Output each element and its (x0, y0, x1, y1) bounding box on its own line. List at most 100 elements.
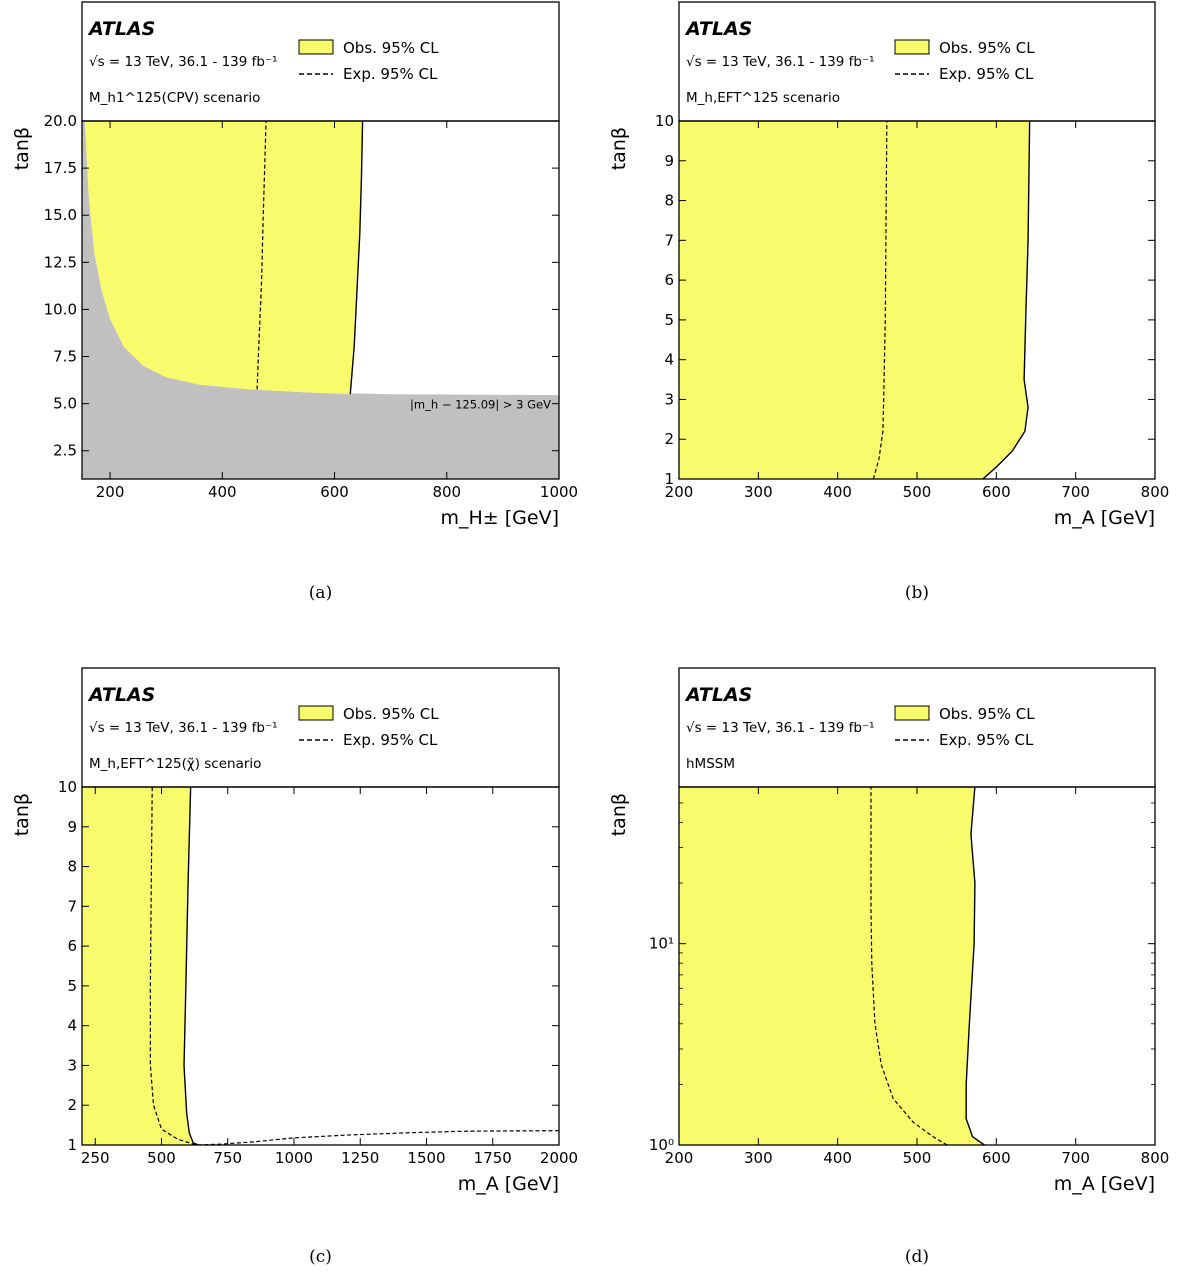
y-tick-label: 1 (664, 470, 674, 488)
observed-limit-line (965, 787, 985, 1145)
x-tick-label: 400 (823, 1149, 852, 1167)
legend-exp-label: Exp. 95% CL (343, 731, 438, 749)
subfigure-label: (c) (309, 1247, 332, 1267)
scenario-label: M_h,EFT^125(χ̃) scenario (89, 756, 261, 772)
x-axis-title: m_A [GeV] (1054, 1173, 1155, 1195)
legend-exp-label: Exp. 95% CL (939, 65, 1034, 83)
x-tick-label: 1000 (540, 483, 578, 501)
legend-obs-label: Obs. 95% CL (939, 39, 1035, 57)
observed-exclusion-area (679, 121, 1030, 479)
subfigure-label: (b) (905, 583, 929, 603)
x-tick-label: 1250 (341, 1149, 379, 1167)
panel-c: 250 500 750 1000 1250 1500 1750 2000 1 2 3 4 5 6 7 8 9 10… (11, 667, 578, 1267)
legend-obs-label: Obs. 95% CL (939, 705, 1035, 723)
y-tick-label: 4 (664, 351, 674, 369)
y-tick-label: 3 (664, 390, 674, 408)
y-tick-label: 10¹ (649, 935, 674, 953)
x-axis-title: m_A [GeV] (1054, 507, 1155, 529)
x-tick-label: 200 (96, 483, 125, 501)
y-tick-label: 5 (664, 311, 674, 329)
y-tick-label: 9 (67, 818, 77, 836)
x-tick-label: 200 (665, 1149, 694, 1167)
y-tick-label: 4 (67, 1017, 77, 1035)
legend-obs-swatch (894, 39, 930, 55)
x-tick-label: 500 (903, 483, 932, 501)
x-tick-label: 2000 (540, 1149, 578, 1167)
energy-luminosity-label: √s = 13 TeV, 36.1 - 139 fb⁻¹ (89, 54, 278, 70)
subfigure-label: (d) (905, 1247, 929, 1267)
x-tick-label: 600 (982, 483, 1011, 501)
y-tick-label: 8 (664, 192, 674, 210)
expected-limit-line (872, 121, 888, 479)
x-tick-label: 1750 (474, 1149, 512, 1167)
y-tick-label: 10.0 (44, 300, 77, 318)
plot-area-b (679, 121, 1031, 479)
x-tick-label: 300 (744, 1149, 773, 1167)
y-tick-label: 2 (664, 430, 674, 448)
panel-a: |m_h − 125.09| > 3 GeV 200 400 600 800 1000 2.… (11, 1, 578, 603)
x-tick-label: 1500 (407, 1149, 445, 1167)
x-tick-label: 1000 (275, 1149, 313, 1167)
y-tick-label: 7 (664, 231, 674, 249)
atlas-label: ATLAS (87, 684, 155, 706)
expected-limit-line (870, 787, 948, 1145)
panel-d: 200 300 400 500 600 700 800 10⁰ 10¹ m_A [GeV] tanβ… (608, 667, 1170, 1267)
x-tick-label: 600 (320, 483, 349, 501)
subfigure-label: (a) (309, 583, 332, 603)
y-tick-label: 5 (67, 977, 77, 995)
y-tick-label: 7 (67, 897, 77, 915)
energy-luminosity-label: √s = 13 TeV, 36.1 - 139 fb⁻¹ (686, 720, 875, 736)
y-tick-label: 7.5 (53, 348, 77, 366)
y-tick-label: 2.5 (53, 442, 77, 460)
energy-luminosity-label: √s = 13 TeV, 36.1 - 139 fb⁻¹ (686, 54, 875, 70)
x-tick-label: 800 (432, 483, 461, 501)
legend-obs-label: Obs. 95% CL (343, 705, 439, 723)
x-tick-label: 200 (665, 483, 694, 501)
y-tick-label: 20.0 (44, 112, 77, 130)
y-tick-label: 9 (664, 152, 674, 170)
plot-area-c (82, 787, 559, 1145)
x-tick-label: 500 (147, 1149, 176, 1167)
y-tick-label: 15.0 (44, 206, 77, 224)
scenario-label: M_h1^125(CPV) scenario (89, 90, 260, 106)
y-tick-label: 10 (58, 778, 77, 796)
header-box (81, 1, 560, 122)
observed-limit-line (183, 787, 199, 1145)
legend-exp-label: Exp. 95% CL (939, 731, 1034, 749)
excluded-mh-region (82, 121, 559, 479)
header-box (81, 667, 560, 788)
mh-annotation: |m_h − 125.09| > 3 GeV (410, 398, 551, 412)
legend-obs-swatch (894, 705, 930, 721)
y-axis-title: tanβ (11, 127, 33, 170)
x-tick-label: 400 (208, 483, 237, 501)
atlas-label: ATLAS (684, 684, 752, 706)
x-tick-label: 500 (903, 1149, 932, 1167)
x-tick-label: 400 (823, 483, 852, 501)
atlas-label: ATLAS (87, 18, 155, 40)
observed-limit-line (349, 121, 364, 395)
expected-limit-line (256, 121, 267, 390)
x-tick-label: 800 (1141, 483, 1170, 501)
y-axis-title: tanβ (608, 127, 630, 170)
x-tick-label: 600 (982, 1149, 1011, 1167)
x-tick-label: 700 (1061, 483, 1090, 501)
x-tick-label: 300 (744, 483, 773, 501)
expected-limit-line (149, 787, 559, 1145)
y-axis-title: tanβ (608, 793, 630, 836)
y-tick-label: 1 (67, 1136, 77, 1154)
y-tick-label: 6 (67, 937, 77, 955)
y-tick-label: 10⁰ (649, 1136, 674, 1154)
x-axis-title: m_A [GeV] (458, 1173, 559, 1195)
observed-exclusion-area (82, 121, 363, 395)
x-tick-label: 800 (1141, 1149, 1170, 1167)
observed-exclusion-area (82, 787, 199, 1145)
y-tick-label: 8 (67, 858, 77, 876)
atlas-label: ATLAS (684, 18, 752, 40)
scenario-label: M_h,EFT^125 scenario (686, 90, 840, 106)
y-tick-label: 6 (664, 271, 674, 289)
y-tick-label: 2 (67, 1096, 77, 1114)
legend-obs-swatch (298, 705, 334, 721)
x-axis-title: m_H± [GeV] (441, 507, 560, 529)
observed-limit-line (982, 121, 1031, 479)
